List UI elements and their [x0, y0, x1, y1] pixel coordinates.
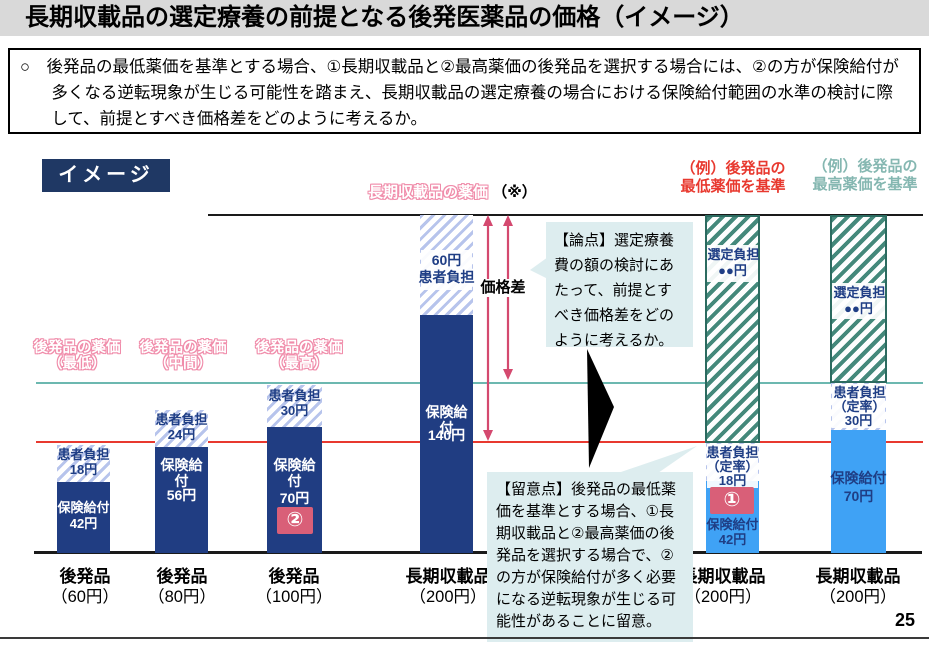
bar6-select-label: 選定負担	[833, 285, 886, 300]
bar5-category-label: 長期収載品 （200円）	[680, 567, 766, 606]
bar5-patient-amount: 18円	[718, 473, 747, 488]
bar5-patient-chip	[707, 444, 758, 488]
title-band: 長期収載品の選定療養の前提となる後発医薬品の価格（イメージ）	[0, 0, 929, 36]
generic-mid-label: 後発品の薬価 （中間）	[139, 340, 227, 372]
bar6-insurer-label: 保険給付	[830, 470, 887, 486]
bar3-patient-label: 患者負担	[268, 388, 321, 403]
bar5-patient-sublabel: （定率）	[706, 459, 759, 474]
discussion-text: ○ 後発品の最低薬価を基準とする場合、①長期収載品と②最高薬価の後発品を選択する…	[20, 58, 899, 129]
bar4-category-label: 長期収載品 （200円）	[405, 567, 491, 606]
bar2-insurer-amount: 56円	[166, 487, 197, 503]
bar6-patient-sublabel: （定率）	[833, 399, 886, 414]
generic-high-price-line	[36, 382, 923, 384]
bar2-patient-amount: 24円	[167, 427, 196, 442]
bar1-insurer-label: 保険給付	[57, 500, 110, 515]
circled-2-badge: ②	[277, 507, 313, 534]
bar4-insurer-segment	[420, 315, 473, 553]
bar6-insurer-amount: 70円	[843, 488, 874, 504]
generic-low-label: 後発品の薬価 （最低）	[33, 340, 121, 372]
bar3-category-label: 後発品 （100円）	[255, 567, 333, 606]
bar4-insurer-label: 保険給付	[425, 404, 468, 436]
bar6-category-label: 長期収載品 （200円）	[815, 567, 901, 606]
bar6-patient-amount: 30円	[844, 413, 873, 428]
price-gap-arrow-short	[503, 215, 513, 380]
generic-high-label: 後発品の薬価 （最高）	[255, 340, 343, 372]
price-gap-arrow-long	[483, 215, 493, 441]
circled-1-badge: ①	[710, 487, 754, 514]
bar4-patient-amount: 60円	[431, 252, 462, 268]
bar6-select-chip	[832, 283, 885, 319]
page-title: 長期収載品の選定療養の前提となる後発医薬品の価格（イメージ）	[25, 4, 744, 31]
image-badge: イメージ	[42, 159, 170, 192]
bar1-insurer-amount: 42円	[69, 516, 98, 531]
bar6-patient-chip	[832, 384, 885, 428]
bar2-insurer-segment	[155, 447, 208, 553]
ryuiten-callout-tail	[618, 446, 697, 473]
price-gap-label: 価格差	[478, 279, 528, 297]
bar5-insurer-amount: 42円	[718, 532, 747, 547]
bar2-patient-label: 患者負担	[155, 412, 208, 427]
bar1-category-label: 後発品 （60円）	[51, 567, 119, 606]
example-max-label: （例）後発品の 最高薬価を基準	[812, 158, 918, 193]
bar5-insurer-label: 保険給付	[706, 517, 759, 532]
bar3-insurer-amount: 70円	[279, 490, 310, 506]
bar5-select-chip	[707, 245, 758, 282]
discussion-box: ○ 後発品の最低薬価を基準とする場合、①長期収載品と②最高薬価の後発品を選択する…	[8, 48, 921, 134]
bar6-select-amount: ●●円	[844, 301, 873, 316]
bar4-patient-chip	[421, 250, 472, 290]
ryuiten-callout: 【留意点】後発品の最低薬価を基準とする場合、①長期収載品と②最高薬価の後発品を選…	[487, 472, 693, 642]
brand-price-label: 長期収載品の薬価 （※）	[368, 184, 537, 201]
bar4-patient-label: 患者負担	[418, 269, 475, 285]
bar2-patient-segment	[155, 410, 208, 447]
bar4-insurer-amount: 140円	[427, 427, 466, 443]
bottom-rule	[0, 637, 929, 639]
bar3-patient-segment	[267, 385, 322, 427]
page-number: 25	[895, 610, 916, 630]
bar5-select-amount: ●●円	[718, 263, 747, 278]
bar1-patient-segment	[57, 445, 110, 482]
bar2-insurer-label: 保険給付	[160, 457, 203, 489]
brand-price-note: （※）	[492, 184, 537, 201]
bar3-patient-amount: 30円	[280, 403, 309, 418]
bar5-patient-label: 患者負担	[706, 445, 759, 460]
bar2-category-label: 後発品 （80円）	[148, 567, 216, 606]
bar1-patient-amount: 18円	[69, 462, 98, 477]
bar6-patient-label: 患者負担	[833, 385, 886, 400]
generic-low-price-line	[36, 441, 923, 443]
ronten-callout: 【論点】選定療養費の額の検討にあたって、前提とすべき価格差をどのように考えるか。	[546, 222, 693, 349]
bar5-select-label: 選定負担	[707, 247, 760, 262]
x-axis-baseline	[34, 551, 922, 554]
bar1-insurer-segment	[57, 482, 110, 553]
example-min-label: （例）後発品の 最低薬価を基準	[680, 160, 786, 195]
bar1-patient-label: 患者負担	[57, 447, 110, 462]
big-black-arrow	[587, 349, 614, 468]
bar3-insurer-label: 保険給付	[273, 457, 316, 489]
brand-price-line	[208, 214, 923, 216]
bar6-insurer-segment	[831, 430, 886, 553]
